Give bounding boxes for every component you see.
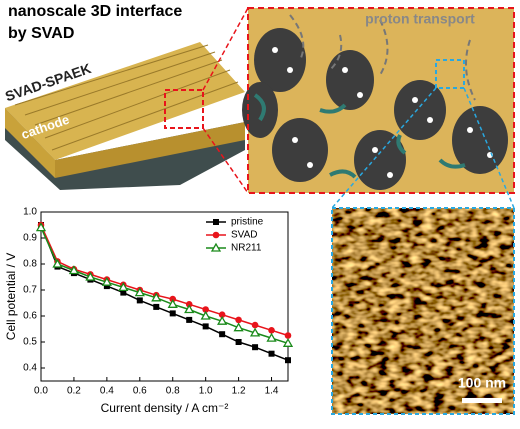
y-tick-label: 0.9 — [23, 233, 37, 244]
y-tick-label: 0.4 — [23, 363, 37, 374]
data-point — [284, 332, 292, 339]
data-point — [120, 289, 127, 296]
data-point — [134, 287, 145, 297]
x-tick-label: 0.4 — [100, 386, 114, 397]
data-point — [101, 276, 112, 286]
x-tick-label: 0.0 — [34, 386, 48, 397]
legend-marker — [212, 231, 220, 239]
data-point — [218, 311, 226, 319]
data-point — [219, 331, 226, 338]
afm-image — [331, 207, 515, 415]
data-point — [268, 327, 275, 334]
data-point — [52, 258, 63, 268]
data-point — [202, 306, 209, 313]
y-tick-label: 0.5 — [23, 337, 37, 348]
data-point — [153, 303, 160, 310]
data-point — [268, 350, 275, 357]
data-point — [233, 322, 244, 332]
data-point — [217, 315, 228, 325]
data-point — [68, 265, 80, 275]
legend-label: NR211 — [231, 243, 262, 254]
data-point — [202, 323, 209, 330]
data-point — [85, 271, 96, 281]
y-axis-label: Cell potential / V — [4, 253, 18, 340]
data-point — [285, 357, 291, 364]
data-point — [235, 316, 242, 324]
data-point — [118, 282, 129, 292]
data-point — [169, 310, 176, 317]
legend-marker — [213, 219, 219, 225]
x-tick-label: 0.2 — [67, 386, 81, 397]
data-point — [35, 222, 47, 232]
legend-label: pristine — [231, 217, 264, 228]
x-tick-label: 0.8 — [166, 386, 180, 397]
zoom-label: proton transport — [365, 11, 475, 27]
scale-bar-label: 100 nm — [458, 375, 506, 391]
data-point — [235, 339, 242, 345]
y-tick-label: 0.6 — [23, 311, 37, 322]
x-axis-label: Current density / A cm⁻² — [101, 401, 229, 415]
title-line: by SVAD — [8, 25, 74, 42]
membrane-illustration — [5, 7, 249, 194]
x-tick-label: 1.2 — [232, 386, 246, 397]
plot-frame — [40, 211, 289, 382]
x-tick-label: 0.6 — [133, 386, 147, 397]
data-point — [151, 292, 162, 302]
series-line — [40, 224, 289, 337]
data-point — [184, 304, 195, 314]
data-point — [200, 310, 211, 320]
data-point — [167, 298, 178, 308]
chart: 0.0 0.2 0.4 0.6 0.8 1.0 1.2 1.4 0.4 0.5 0.6 0.7 0.8 0… — [4, 207, 294, 415]
y-tick-label: 1.0 — [23, 207, 37, 218]
data-point — [136, 297, 143, 304]
y-tick-label: 0.8 — [23, 259, 37, 270]
data-point — [249, 327, 261, 337]
x-tick-label: 1.4 — [265, 386, 279, 397]
data-point — [266, 332, 277, 342]
data-point — [251, 321, 259, 329]
series-line — [40, 224, 289, 361]
x-tick-label: 1.0 — [199, 386, 213, 397]
title-line: nanoscale 3D interface — [8, 3, 182, 20]
y-tick-label: 0.7 — [23, 285, 37, 296]
legend-label: SVAD — [231, 230, 258, 241]
zoom-illustration — [242, 7, 515, 209]
data-point — [282, 337, 294, 347]
data-point — [186, 316, 193, 323]
legend-marker — [210, 242, 222, 252]
data-point — [103, 283, 110, 290]
data-point — [252, 344, 259, 351]
series-line — [40, 227, 289, 345]
